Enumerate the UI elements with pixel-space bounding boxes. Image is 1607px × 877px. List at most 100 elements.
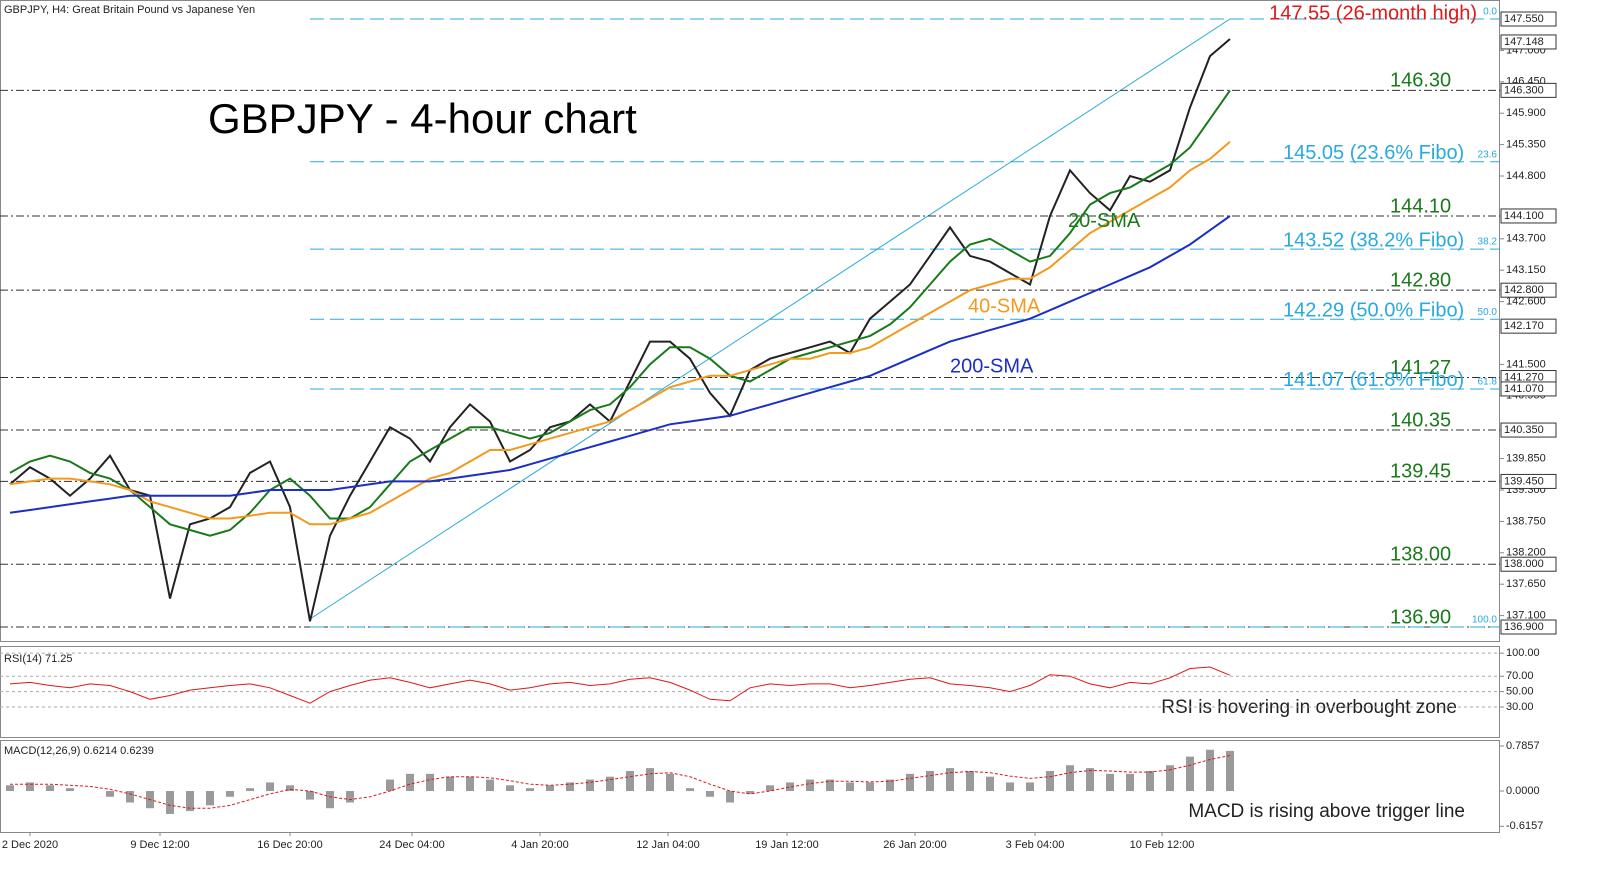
axis-box-label: 141.270 [1504, 371, 1544, 383]
level-label: 146.30 [1390, 70, 1451, 92]
bar [926, 770, 934, 792]
series-line [9, 89, 1231, 537]
y-tick-label: 143.700 [1506, 233, 1546, 245]
axis-box [1500, 208, 1557, 224]
x-tick-label: 4 Jan 20:00 [511, 839, 569, 851]
series-line [10, 755, 1231, 809]
x-tick-label: 19 Jan 12:00 [755, 839, 819, 851]
axis-box [1500, 473, 1557, 489]
level-label: 140.35 [1390, 409, 1451, 431]
x-tick-label: 12 Jan 04:00 [636, 839, 700, 851]
bar [206, 791, 214, 806]
bar [66, 788, 74, 792]
bar [1146, 770, 1154, 792]
macd-annotation: MACD is rising above trigger line [1188, 801, 1465, 822]
bar [666, 773, 674, 792]
bar [646, 768, 654, 792]
main-panel [0, 0, 1500, 642]
fibo-ratio: 50.0 [1478, 307, 1498, 318]
fibo-ratio: 100.0 [1472, 615, 1497, 626]
bar [606, 776, 614, 792]
bar [226, 791, 234, 797]
bar [1166, 765, 1174, 792]
x-tick-label: 10 Feb 12:00 [1130, 839, 1195, 851]
macd-title: MACD(12,26,9) 0.6214 0.6239 [4, 745, 154, 757]
bar [486, 779, 494, 792]
bar [846, 782, 854, 792]
axis-box-label: 144.100 [1504, 210, 1544, 222]
bar [186, 791, 194, 812]
y-tick-label: 70.00 [1506, 670, 1534, 682]
series-line [9, 38, 1231, 622]
bar [1226, 750, 1234, 792]
bar [906, 773, 914, 792]
bar [106, 791, 114, 797]
axis-box-label: 140.350 [1504, 424, 1544, 436]
bar [446, 776, 454, 792]
axis-box-label: 138.000 [1504, 558, 1544, 570]
axis-box-label: 146.300 [1504, 84, 1544, 96]
axis-box [1500, 422, 1557, 438]
x-tick-label: 16 Dec 20:00 [257, 839, 322, 851]
axis-box [1500, 11, 1557, 27]
axis-box [1500, 282, 1557, 298]
bar [126, 791, 134, 803]
bar [826, 779, 834, 792]
axis-box [1500, 34, 1557, 50]
y-tick-label: 141.500 [1506, 358, 1546, 370]
bar [306, 791, 314, 800]
fibo-label: 141.07 (61.8% Fibo) [1283, 369, 1464, 391]
fibo-ratio: 38.2 [1478, 237, 1498, 248]
bar [26, 782, 34, 792]
chart-title: GBPJPY - 4-hour chart [208, 95, 637, 142]
bar [1186, 756, 1194, 792]
chart-subtitle: GBPJPY, H4: Great Britain Pound vs Japan… [4, 4, 255, 16]
y-tick-label: 0.7857 [1506, 740, 1540, 752]
axis-box-label: 136.900 [1504, 621, 1544, 633]
axis-box-label: 147.148 [1504, 36, 1544, 48]
axis-box [1500, 619, 1557, 635]
bar [746, 791, 754, 794]
x-tick-label: 9 Dec 12:00 [130, 839, 189, 851]
bar [786, 782, 794, 792]
bar [506, 785, 514, 792]
level-label: 141.27 [1390, 357, 1451, 379]
bar [1046, 770, 1054, 792]
macd-panel [0, 740, 1500, 833]
y-tick-label: 50.00 [1506, 686, 1534, 698]
high-label: 147.55 (26-month high) [1269, 2, 1477, 24]
level-label: 139.45 [1390, 461, 1451, 483]
level-label: 142.80 [1390, 269, 1451, 291]
bar [686, 788, 694, 792]
bar [1006, 782, 1014, 792]
bar [766, 785, 774, 792]
bar [286, 785, 294, 792]
axis-box [1500, 556, 1557, 572]
y-tick-label: 137.650 [1506, 578, 1546, 590]
bar [566, 782, 574, 792]
y-tick-label: 143.150 [1506, 264, 1546, 276]
y-tick-label: 30.00 [1506, 701, 1534, 713]
y-tick-label: 138.750 [1506, 515, 1546, 527]
bar [406, 773, 414, 792]
y-tick-label: 100.00 [1506, 647, 1540, 659]
rsi-title: RSI(14) 71.25 [4, 653, 72, 665]
rsi-annotation: RSI is hovering in overbought zone [1161, 697, 1457, 718]
y-tick-label: -0.6157 [1506, 820, 1543, 832]
bar [1206, 749, 1214, 792]
y-tick-label: 145.900 [1506, 107, 1546, 119]
series-label: 40-SMA [968, 296, 1041, 318]
level-label: 138.00 [1390, 543, 1451, 565]
fibo-label: 142.29 (50.0% Fibo) [1283, 300, 1464, 322]
axis-box [1500, 82, 1557, 98]
bar [246, 788, 254, 792]
bar [986, 776, 994, 792]
y-tick-label: 139.850 [1506, 453, 1546, 465]
bar [1026, 782, 1034, 792]
bar [6, 785, 14, 792]
series-label: 200-SMA [950, 356, 1034, 378]
bar [626, 770, 634, 792]
series-line [9, 141, 1231, 526]
